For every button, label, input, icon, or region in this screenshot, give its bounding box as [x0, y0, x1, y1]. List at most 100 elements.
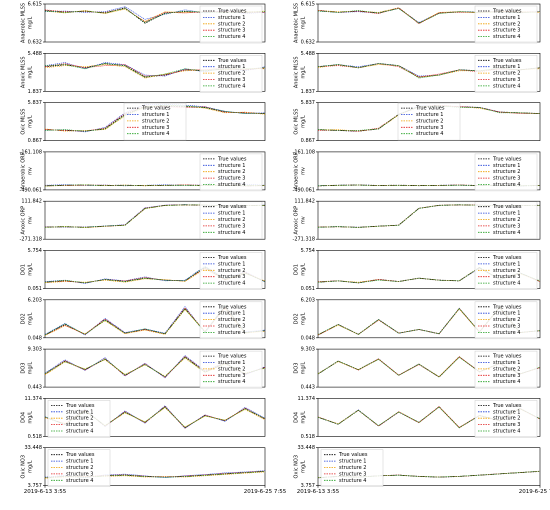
y-axis-unit: mg/L — [301, 312, 307, 325]
legend-label: structure 1 — [493, 409, 520, 415]
plot-frame — [44, 200, 266, 240]
plot-frame — [317, 299, 541, 339]
y-tick-label: 0.867 — [301, 138, 315, 144]
legend-label: structure 3 — [66, 471, 93, 477]
plot-frame — [44, 3, 266, 43]
y-tick-label: 6.203 — [301, 297, 315, 303]
y-tick-label: 11.374 — [25, 396, 43, 402]
legend-label: structure 2 — [66, 465, 93, 471]
legend-label: structure 1 — [493, 15, 520, 21]
legend-label: structure 3 — [493, 373, 520, 379]
y-axis-unit: mg/L — [28, 460, 34, 473]
legend-label: structure 2 — [142, 118, 169, 124]
legend-label: True values — [492, 354, 522, 360]
y-tick-label: -490.061 — [293, 187, 315, 193]
plot-frame — [317, 200, 541, 240]
series-line — [44, 406, 266, 428]
legend-label: True values — [492, 9, 522, 15]
y-axis-unit: mv — [301, 216, 307, 224]
y-tick-label: 5.754 — [301, 248, 315, 254]
plot-frame — [44, 52, 266, 92]
legend-label: structure 4 — [339, 478, 366, 484]
y-tick-label: 111.842 — [294, 199, 315, 205]
y-axis-label: DO4 — [294, 412, 300, 423]
legend-label: True values — [217, 204, 247, 210]
x-tick-label: 2019-6-13 3:55 — [297, 489, 340, 495]
y-axis-label: DO3 — [21, 363, 27, 374]
legend-label: structure 3 — [218, 223, 245, 229]
y-tick-label: 33.448 — [25, 445, 43, 451]
y-axis-unit: mg/L — [28, 115, 34, 128]
legend-label: structure 4 — [218, 330, 245, 336]
legend-label: structure 2 — [493, 217, 520, 223]
series-line — [44, 304, 266, 336]
y-tick-label: 33.448 — [298, 445, 316, 451]
y-tick-label: 0.632 — [28, 40, 42, 46]
y-axis-label: Anaerobic MLSS — [21, 3, 27, 43]
x-tick-label: 2019-6-25 7:55 — [519, 489, 550, 495]
legend-label: structure 2 — [218, 317, 245, 323]
y-axis-unit: mg/L — [301, 460, 307, 473]
y-axis-unit: mg/L — [28, 66, 34, 79]
legend-box — [397, 102, 461, 141]
y-axis-unit: mg/L — [28, 362, 34, 375]
legend-label: structure 2 — [493, 169, 520, 175]
y-tick-label: 1.837 — [301, 89, 315, 95]
series-line — [44, 265, 266, 284]
legend-label: structure 3 — [66, 422, 93, 428]
legend-label: structure 1 — [218, 311, 245, 317]
y-axis-label: Anoxic ORP — [21, 206, 27, 235]
y-tick-label: 3.757 — [301, 483, 315, 489]
y-tick-label: 0.518 — [301, 434, 315, 440]
legend-label: structure 3 — [493, 324, 520, 330]
legend-box — [474, 301, 538, 340]
y-tick-label: 0.051 — [301, 286, 315, 292]
y-axis-unit: mv — [28, 216, 34, 224]
legend-label: structure 1 — [493, 311, 520, 317]
legend-label: True values — [141, 106, 171, 112]
y-axis-label: Anaerobic ORP — [21, 152, 27, 189]
y-tick-label: 9.303 — [301, 347, 315, 353]
legend-label: structure 3 — [339, 471, 366, 477]
legend-box — [199, 5, 263, 44]
legend-label: structure 4 — [493, 379, 520, 385]
legend-label: structure 2 — [339, 465, 366, 471]
x-tick-label: 2019-6-13 3:55 — [24, 489, 67, 495]
y-tick-label: 111.842 — [21, 199, 42, 205]
legend-label: structure 1 — [218, 360, 245, 366]
legend-label: structure 1 — [218, 163, 245, 169]
legend-box — [474, 400, 538, 438]
y-axis-label: DO1 — [294, 264, 300, 275]
legend-label: structure 1 — [493, 211, 520, 217]
legend-label: structure 4 — [218, 34, 245, 40]
legend-box — [199, 350, 263, 389]
legend-label: True values — [217, 9, 247, 15]
legend-label: structure 3 — [218, 77, 245, 83]
legend-label: structure 2 — [218, 71, 245, 77]
legend-label: structure 4 — [493, 34, 520, 40]
legend-label: True values — [415, 106, 445, 112]
legend-label: structure 3 — [493, 28, 520, 34]
y-tick-label: 5.837 — [301, 100, 315, 106]
legend-label: structure 1 — [493, 163, 520, 169]
legend-label: structure 2 — [218, 21, 245, 27]
legend-label: structure 1 — [66, 409, 93, 415]
legend-box — [123, 102, 187, 141]
y-axis-unit: mg/L — [301, 17, 307, 30]
legend-label: structure 4 — [218, 379, 245, 385]
legend-label: structure 3 — [218, 176, 245, 182]
y-tick-label: 9.303 — [28, 347, 42, 353]
legend-label: structure 4 — [493, 330, 520, 336]
y-axis-label: Anaerobic MLSS — [294, 3, 300, 43]
y-tick-label: -161.108 — [293, 149, 315, 155]
legend-label: structure 1 — [66, 459, 93, 465]
legend-label: True values — [492, 156, 522, 162]
plot-frame — [44, 447, 266, 487]
series-line — [317, 204, 541, 228]
